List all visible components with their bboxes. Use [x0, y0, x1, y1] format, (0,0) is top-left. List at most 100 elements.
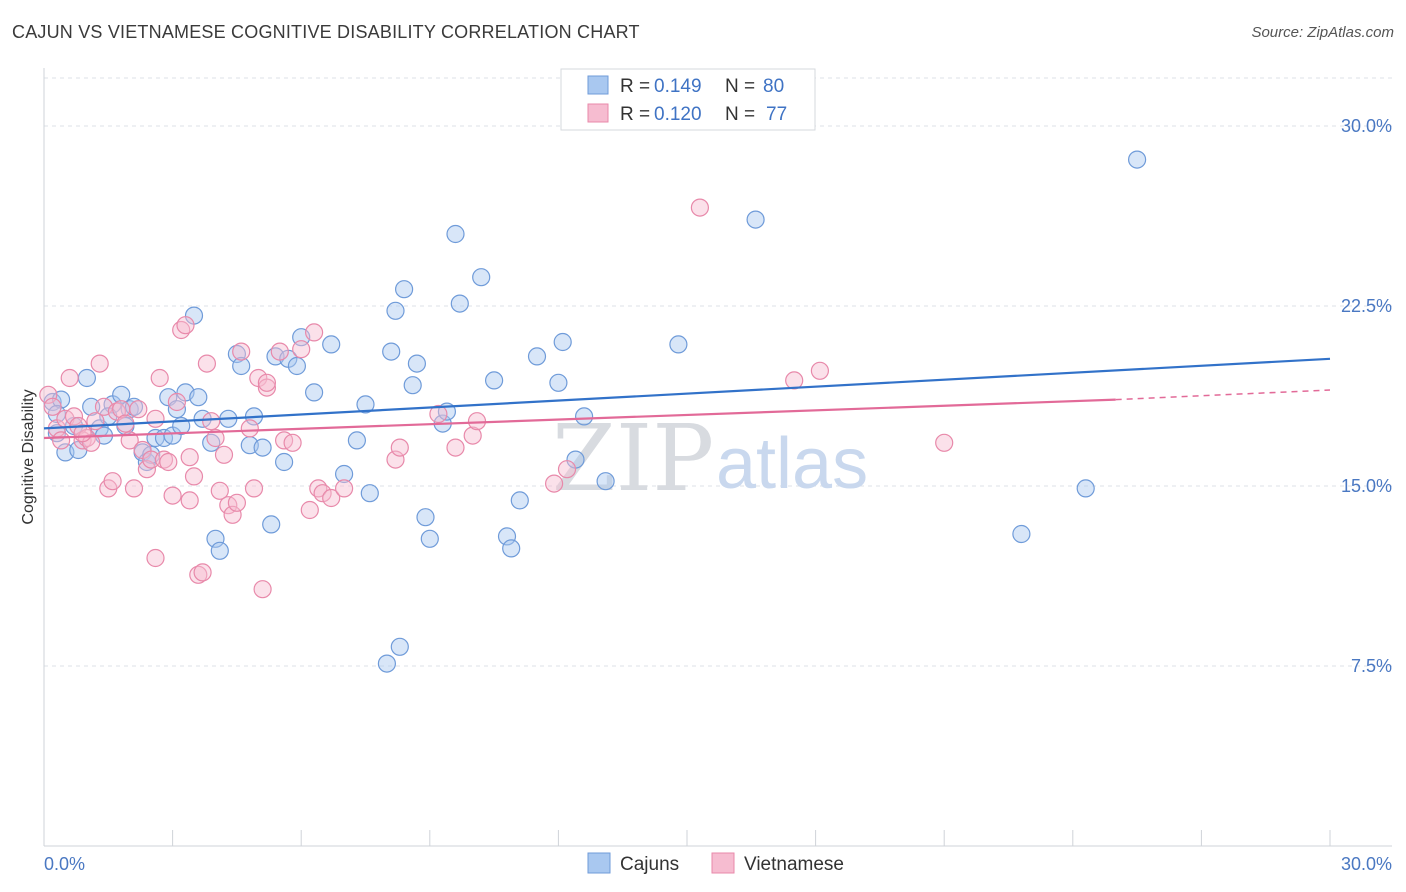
data-point-vietnamese	[557, 460, 577, 479]
legend-r-label: R =	[620, 104, 650, 125]
watermark-atlas: atlas	[716, 424, 868, 504]
data-point-cajuns	[485, 371, 504, 390]
data-point-cajuns	[210, 541, 229, 560]
trend-line-vietnamese-extension	[1115, 389, 1331, 401]
data-point-vietnamese	[935, 433, 954, 452]
data-point-vietnamese	[386, 450, 405, 469]
data-point-cajuns	[377, 654, 396, 673]
y-axis-label: Cognitive Disability	[20, 389, 37, 524]
y-tick-label: 7.5%	[1351, 656, 1392, 676]
data-point-cajuns	[553, 332, 572, 352]
data-point-cajuns	[206, 529, 225, 548]
data-point-vietnamese	[810, 361, 830, 380]
data-point-cajuns	[232, 356, 251, 376]
data-point-vietnamese	[90, 354, 109, 373]
data-point-cajuns	[1127, 150, 1147, 169]
data-point-vietnamese	[300, 500, 319, 520]
data-point-cajuns	[167, 400, 186, 419]
y-tick-label: 15.0%	[1341, 476, 1392, 496]
y-axis-tick-labels: 7.5% 15.0% 22.5% 30.0%	[1341, 116, 1392, 676]
data-point-vietnamese	[390, 438, 409, 457]
data-point-vietnamese	[544, 474, 564, 493]
data-point-cajuns	[253, 438, 272, 457]
legend-swatch-cajuns	[587, 852, 611, 874]
data-point-vietnamese	[232, 342, 251, 361]
data-point-vietnamese	[124, 479, 144, 498]
data-point-cajuns	[275, 452, 294, 472]
trend-line-vietnamese	[43, 398, 1116, 440]
data-point-vietnamese	[292, 340, 311, 359]
data-point-vietnamese	[206, 428, 225, 448]
data-point-vietnamese	[129, 400, 148, 419]
data-point-vietnamese	[244, 479, 264, 498]
data-point-vietnamese	[197, 354, 216, 373]
data-point-cajuns	[1012, 524, 1031, 544]
data-point-cajuns	[446, 224, 465, 244]
data-point-cajuns	[527, 347, 547, 366]
legend-entry-cajuns: R = 0.149 N = 80	[587, 75, 784, 97]
data-point-cajuns	[335, 464, 354, 484]
data-point-cajuns	[574, 407, 594, 426]
data-point-cajuns	[386, 301, 405, 320]
data-point-vietnamese	[257, 378, 276, 397]
data-point-cajuns	[403, 376, 422, 395]
data-point-cajuns	[549, 373, 568, 392]
data-point-vietnamese	[180, 491, 199, 510]
data-point-vietnamese	[214, 445, 234, 464]
data-point-vietnamese	[146, 409, 165, 428]
data-point-cajuns	[189, 388, 208, 407]
data-point-cajuns	[502, 539, 521, 558]
y-tick-label: 30.0%	[1341, 116, 1392, 136]
y-tick-label: 22.5%	[1341, 296, 1392, 316]
data-point-vietnamese	[51, 431, 71, 450]
data-point-vietnamese	[313, 484, 332, 503]
data-point-vietnamese	[257, 373, 276, 392]
data-point-cajuns	[472, 268, 491, 287]
data-point-vietnamese	[176, 316, 195, 335]
data-point-vietnamese	[335, 479, 354, 498]
data-point-cajuns	[746, 210, 765, 229]
data-point-vietnamese	[223, 505, 242, 524]
data-points	[39, 150, 1147, 673]
legend-item-cajuns: Cajuns	[587, 852, 679, 875]
data-point-vietnamese	[446, 438, 465, 457]
data-point-cajuns	[356, 395, 375, 414]
trend-line-cajuns	[43, 357, 1331, 430]
data-point-vietnamese	[429, 404, 448, 424]
data-point-cajuns	[395, 280, 414, 299]
data-point-cajuns	[360, 484, 379, 503]
data-point-vietnamese	[322, 488, 341, 508]
data-point-vietnamese	[193, 563, 212, 582]
watermark: ZIP atlas	[552, 405, 868, 512]
data-point-cajuns	[497, 527, 517, 546]
data-point-vietnamese	[167, 392, 186, 412]
data-point-vietnamese	[184, 467, 204, 486]
legend-swatch-cajuns	[587, 75, 609, 95]
axes	[43, 68, 1392, 847]
data-point-vietnamese	[137, 460, 156, 479]
data-point-vietnamese	[39, 385, 58, 404]
data-point-vietnamese	[103, 472, 122, 491]
legend-n-value: 80	[763, 76, 784, 97]
chart-source: Source: ZipAtlas.com	[1251, 24, 1394, 41]
data-point-vietnamese	[146, 548, 165, 568]
data-point-cajuns	[510, 491, 529, 510]
data-point-vietnamese	[227, 493, 246, 512]
data-point-cajuns	[390, 637, 409, 656]
data-point-vietnamese	[785, 371, 804, 390]
data-point-vietnamese	[240, 419, 259, 438]
x-axis-ticks	[43, 830, 1331, 846]
legend-entry-vietnamese: R = 0.120 N = 77	[587, 103, 787, 125]
data-point-vietnamese	[283, 433, 302, 452]
legend-n-label: N =	[725, 76, 755, 97]
data-point-cajuns	[322, 335, 341, 354]
legend-swatch-vietnamese	[587, 103, 609, 123]
data-point-cajuns	[407, 354, 426, 373]
data-point-cajuns	[416, 508, 435, 527]
data-point-cajuns	[112, 385, 131, 404]
data-point-cajuns	[596, 472, 615, 491]
data-point-cajuns	[287, 356, 306, 376]
legend-swatch-vietnamese	[711, 852, 735, 874]
data-point-vietnamese	[202, 412, 221, 431]
